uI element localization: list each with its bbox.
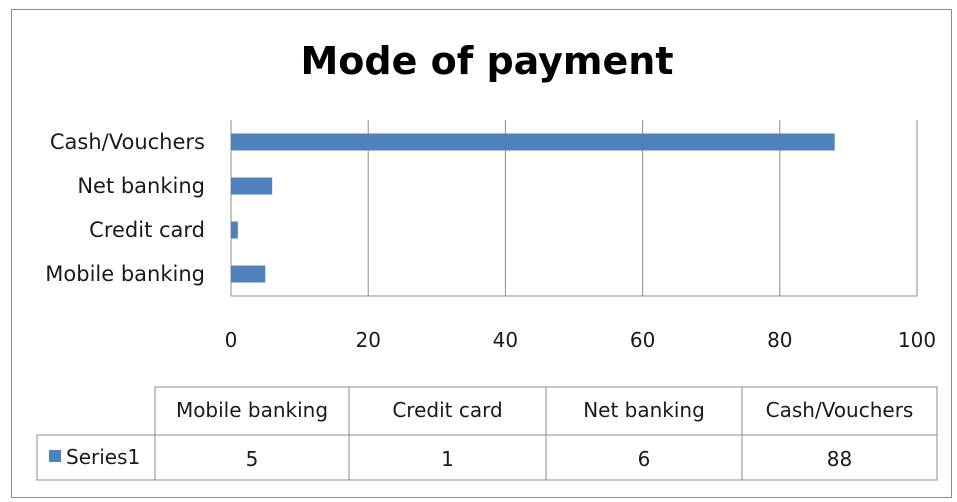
- x-tick-label: 80: [767, 328, 792, 352]
- bar-credit-card: [231, 221, 238, 239]
- chart-title: Mode of payment: [300, 39, 673, 83]
- x-tick-label: 60: [630, 328, 655, 352]
- table-row-label: Series1: [66, 445, 140, 469]
- bars: [231, 133, 835, 283]
- x-tick-label: 0: [225, 328, 238, 352]
- category-label: Credit card: [89, 218, 205, 242]
- category-label: Mobile banking: [45, 262, 205, 286]
- table-value: 5: [246, 447, 259, 471]
- data-table: Mobile banking Credit card Net banking Cash…: [36, 386, 938, 481]
- x-tick-label: 100: [898, 328, 936, 352]
- table-header-label: Net banking: [583, 398, 705, 422]
- table-header-label: Mobile banking: [176, 398, 328, 422]
- category-labels: Mobile banking Credit card Net banking Cash…: [45, 130, 205, 286]
- tick-labels: 0 20 40 60 80 100: [225, 328, 936, 352]
- bar-net-banking: [231, 177, 273, 195]
- category-label: Net banking: [77, 174, 205, 198]
- chart-frame: [11, 9, 952, 498]
- bar-cash-vouchers: [231, 133, 835, 151]
- table-header-label: Credit card: [392, 398, 502, 422]
- table-value-cell: [741, 434, 938, 481]
- table-header-label: Cash/Vouchers: [766, 398, 914, 422]
- legend-swatch: [49, 450, 61, 462]
- x-tick-label: 20: [355, 328, 380, 352]
- bar-mobile-banking: [231, 265, 266, 283]
- table-value: 88: [827, 447, 852, 471]
- table-value: 6: [638, 447, 651, 471]
- table-value: 1: [441, 447, 454, 471]
- category-label: Cash/Vouchers: [50, 130, 205, 154]
- x-tick-label: 40: [493, 328, 518, 352]
